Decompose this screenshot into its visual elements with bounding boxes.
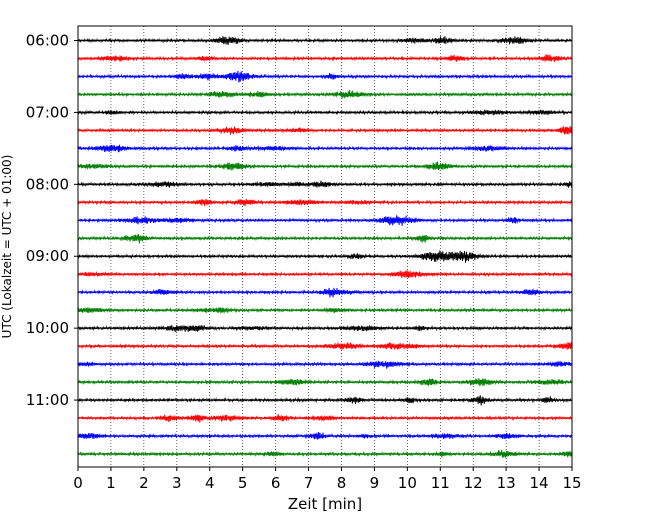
trace-0945 [77,306,573,314]
x-tick-label-7: 7 [304,474,314,492]
x-tick-label-5: 5 [238,474,248,492]
trace-0845 [77,233,573,244]
y-tick-label-2: 08:00 [26,175,69,193]
trace-1145 [77,449,573,458]
trace-1115 [77,414,573,423]
x-tick-label-11: 11 [431,474,450,492]
trace-1000 [77,324,573,333]
trace-0800 [77,180,573,188]
trace-0700 [77,109,573,116]
trace-0915 [77,270,573,279]
y-tick-label-5: 11:00 [26,391,69,409]
trace-1130 [77,431,573,440]
x-tick-label-10: 10 [398,474,417,492]
trace-1030 [77,360,573,369]
x-tick-label-0: 0 [73,474,83,492]
trace-1045 [77,377,573,387]
x-tick-label-4: 4 [205,474,215,492]
trace-series [77,36,573,458]
trace-1100 [77,395,573,406]
x-tick-label-15: 15 [562,474,581,492]
plot-frame [77,25,573,468]
x-axis: 0 1 2 3 4 5 6 7 8 9 10 11 12 13 14 15 [73,467,582,492]
trace-0715 [77,125,573,135]
y-tick-label-1: 07:00 [26,103,69,121]
x-tick-label-6: 6 [271,474,281,492]
trace-0615 [77,54,573,63]
trace-0645 [77,90,573,99]
y-tick-label-3: 09:00 [26,247,69,265]
x-tick-label-2: 2 [139,474,149,492]
y-axis-label: UTC (Lokalzeit = UTC + 01:00) [0,155,14,339]
x-tick-label-14: 14 [530,474,549,492]
trace-0730 [77,144,573,153]
x-axis-label: Zeit [min] [288,495,362,513]
y-tick-label-4: 10:00 [26,319,69,337]
x-tick-label-1: 1 [106,474,116,492]
y-axis: 06:00 07:00 08:00 09:00 10:00 11:00 [26,32,78,409]
trace-0600 [77,36,573,45]
trace-0830 [77,215,573,226]
trace-0930 [77,287,573,298]
y-tick-label-0: 06:00 [26,32,69,50]
x-tick-label-12: 12 [464,474,483,492]
trace-1015 [77,341,573,350]
x-tick-label-3: 3 [172,474,182,492]
x-tick-label-9: 9 [370,474,380,492]
trace-0900 [77,250,573,263]
trace-0630 [77,70,573,83]
trace-0815 [77,198,573,207]
x-tick-label-13: 13 [497,474,516,492]
trace-0745 [77,161,573,171]
x-tick-label-8: 8 [337,474,347,492]
